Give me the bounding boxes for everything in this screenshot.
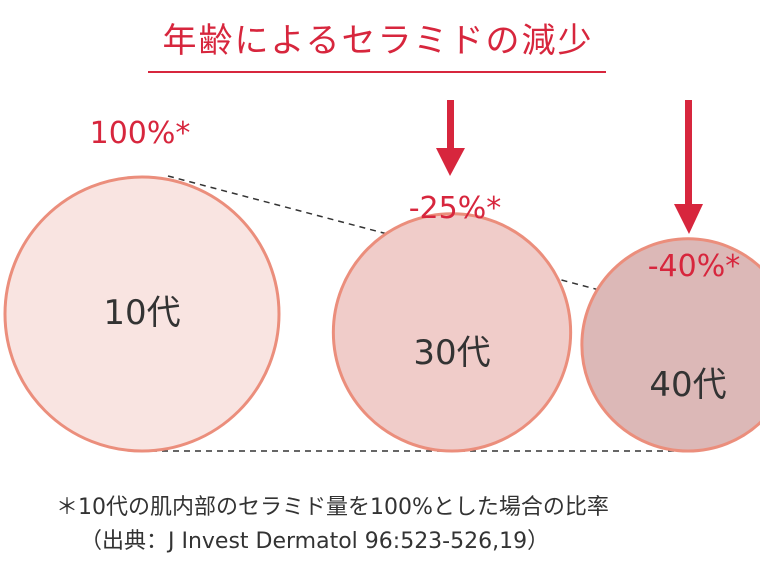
bubble-40s: [580, 237, 760, 453]
footnote-line-2: （出典：J Invest Dermatol 96:523-526,19）: [80, 529, 549, 554]
bubble-10s: [3, 175, 281, 453]
down-arrow-icon: [436, 100, 465, 176]
percent-label-40s: -40%*: [648, 249, 741, 284]
down-arrow-icon: [674, 100, 703, 234]
bubble-30s: [331, 212, 573, 453]
bubble-label-30s: 30代: [413, 333, 490, 373]
percent-label-10s: 100%*: [90, 116, 191, 151]
footnote-line-1: ＊10代の肌内部のセラミド量を100%とした場合の比率: [56, 495, 609, 520]
bubble-label-40s: 40代: [649, 365, 726, 405]
percent-label-30s: -25%*: [409, 191, 502, 226]
bubble-label-10s: 10代: [103, 293, 180, 333]
chart-title: 年齢によるセラミドの減少: [163, 21, 594, 61]
